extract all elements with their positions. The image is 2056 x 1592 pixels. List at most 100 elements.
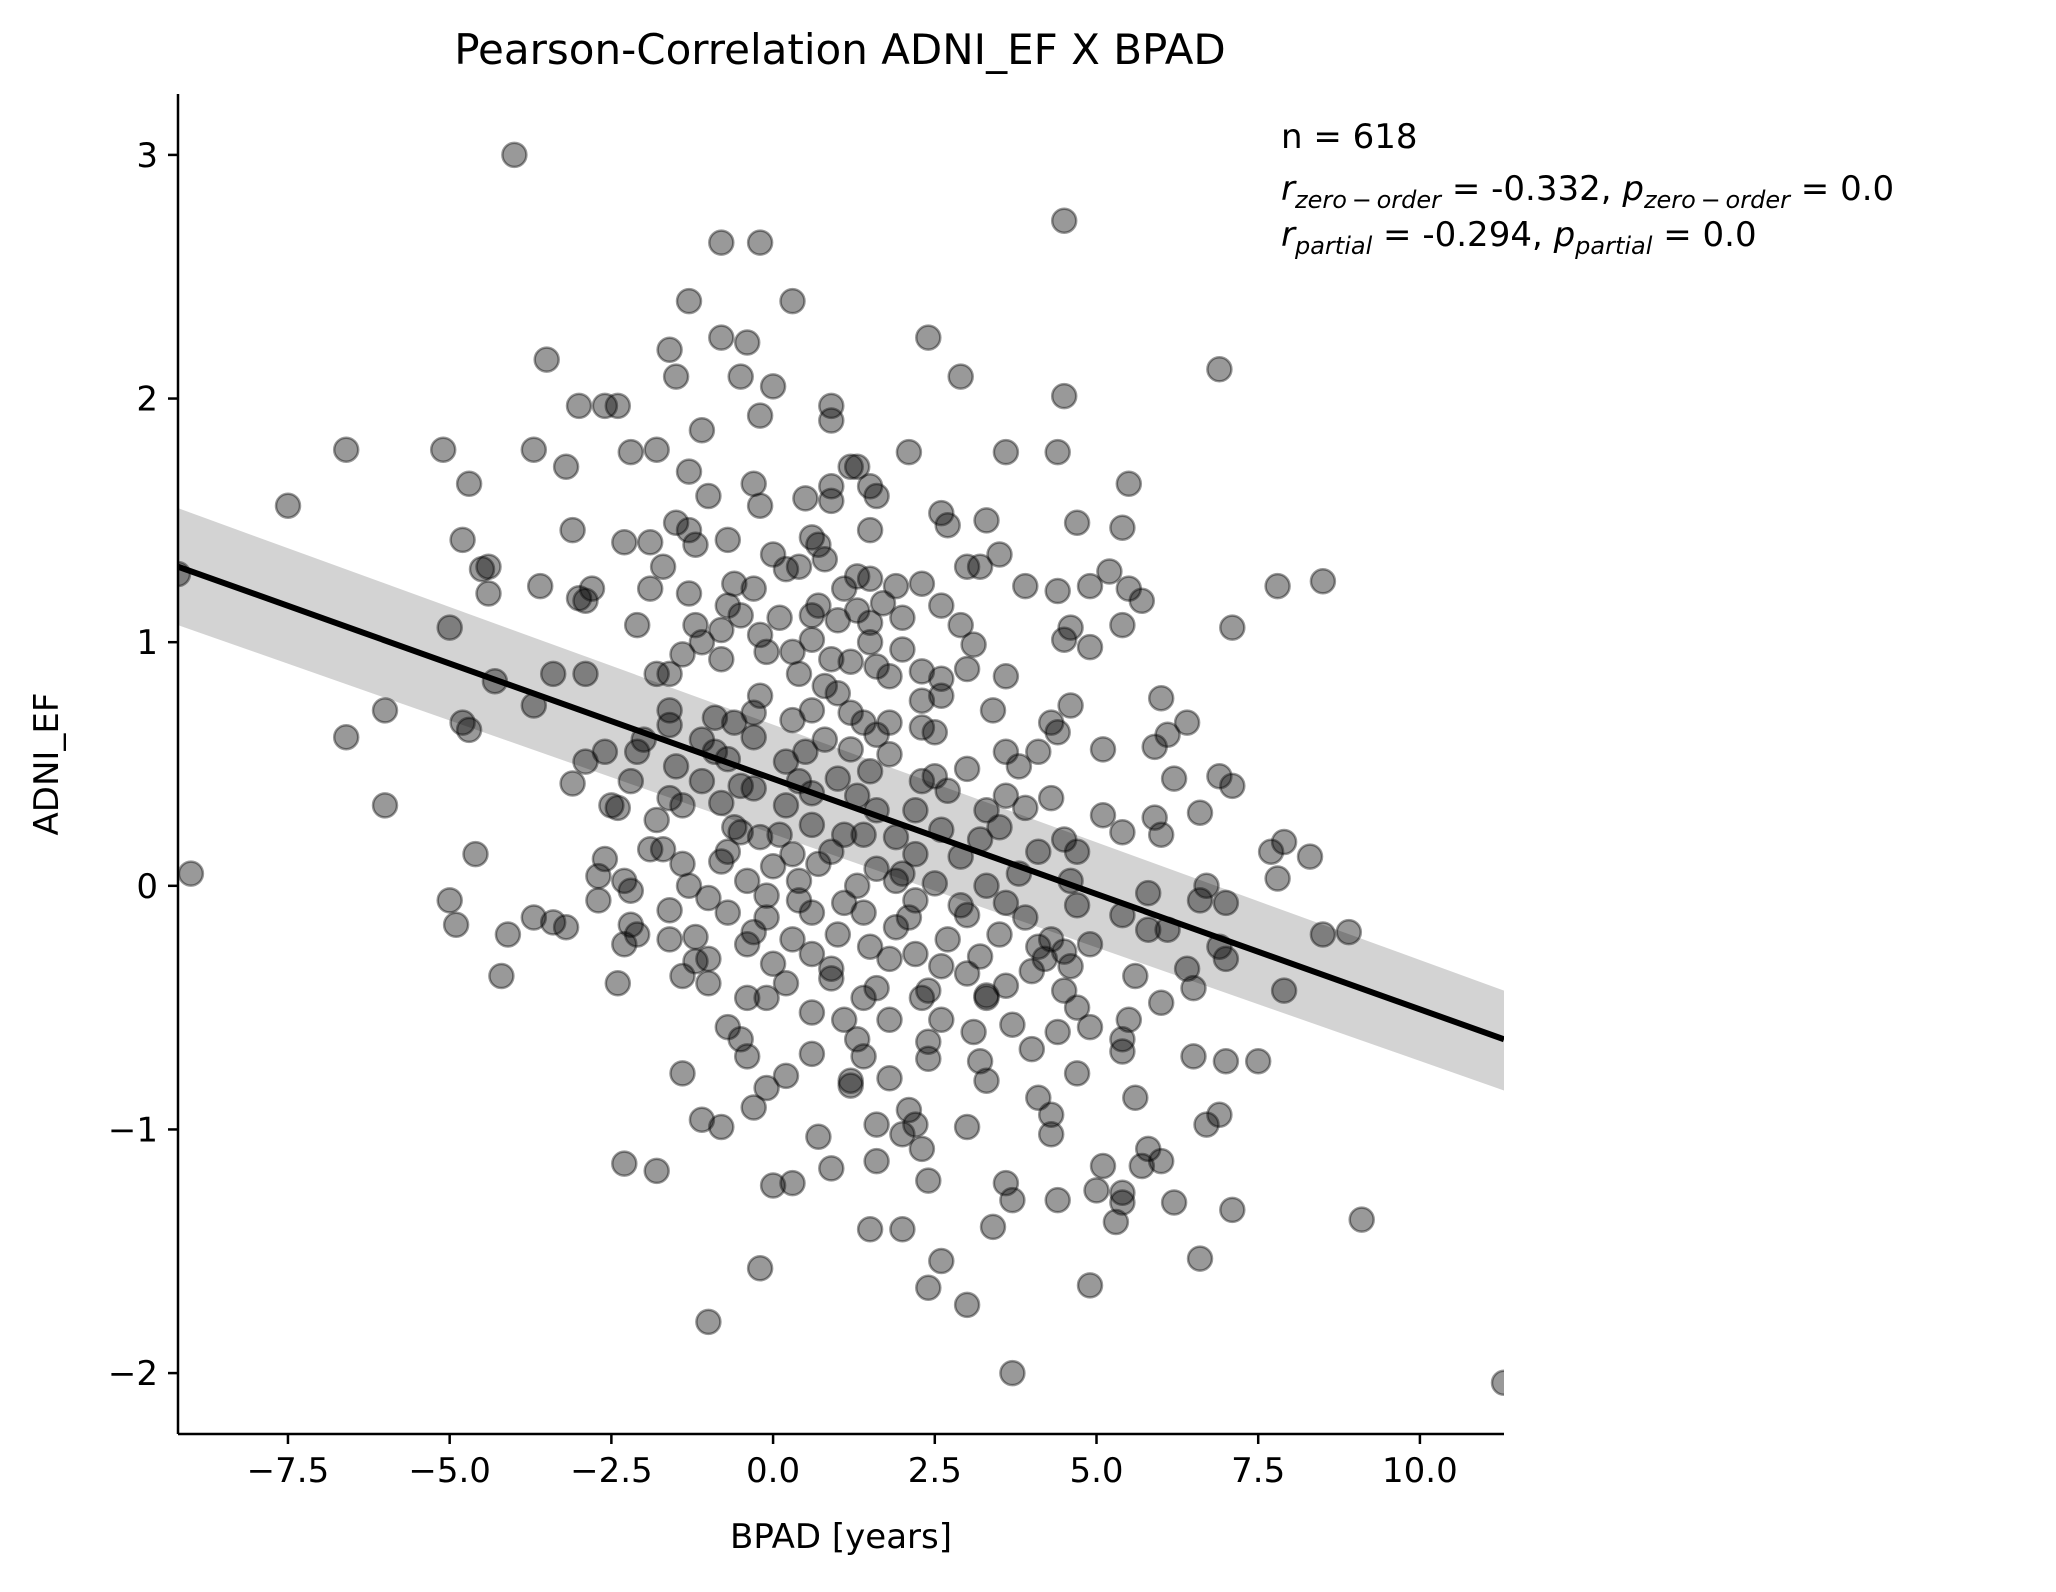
x-tick-label: 10.0 [1382,1451,1458,1491]
r-subscript: zero − order [1294,186,1443,214]
data-point [1147,989,1175,1017]
data-point [1180,974,1207,1002]
data-point [178,860,205,887]
data-point [856,758,884,785]
data-point [1134,1135,1162,1163]
data-point [953,901,981,929]
data-point [1005,753,1033,780]
data-point [953,1291,981,1319]
data-point [843,872,871,900]
data-point [488,962,515,990]
data-point [572,587,599,615]
data-point [824,680,852,707]
data-point [1018,1035,1046,1063]
data-point [863,1111,890,1138]
data-point [928,1247,955,1275]
data-point [442,911,470,939]
data-point [695,1308,722,1336]
data-point [992,438,1020,466]
data-point [1037,784,1065,812]
data-point [1180,1043,1207,1070]
data-point [915,324,942,351]
data-point [1018,957,1046,985]
data-point [1173,955,1201,982]
data-point [688,767,716,795]
data-point [798,1040,826,1068]
data-point [636,575,664,602]
data-point [727,1026,754,1053]
data-point [591,392,619,420]
data-point [811,726,839,753]
data-point [733,867,761,895]
data-point [889,1121,916,1148]
data-point [649,553,677,580]
data-point [1115,575,1143,602]
data-point [591,738,619,766]
data-point [889,604,916,632]
data-point [992,738,1020,766]
data-point [856,516,884,544]
data-point [1193,872,1220,900]
data-point [565,392,593,420]
data-point [695,970,722,997]
data-point [1154,721,1181,749]
data-point [999,1359,1026,1387]
y-tick-label: 3 [136,136,158,176]
stats-annotation: n = 618 rzero − order = -0.332, pzero − … [1281,117,1894,260]
data-point [662,509,690,537]
data-point [636,836,664,863]
data-point [740,470,767,498]
data-point [953,1113,981,1141]
data-point [1141,733,1168,761]
data-point [889,1216,916,1243]
data-point [1134,879,1162,907]
data-point [591,845,619,873]
data-point [1186,887,1214,914]
data-point [455,470,483,498]
data-point [856,933,884,960]
data-point [578,575,606,602]
data-point [475,580,502,607]
data-point [837,699,864,727]
data-point [1257,838,1285,865]
r-symbol: r [1281,169,1297,209]
data-point [1057,692,1084,719]
x-tick-label: 5.0 [1069,1451,1123,1491]
data-point [818,645,845,673]
data-point [714,526,742,554]
data-point [1044,1018,1071,1046]
data-point [1122,1084,1149,1112]
points-layer [178,141,1504,1397]
data-point [371,792,399,819]
data-point [772,748,800,775]
data-point [818,392,845,420]
data-point [895,904,923,931]
data-point [908,714,936,741]
data-point [1044,577,1071,605]
data-point [746,402,774,429]
data-point [1063,892,1091,919]
data-point [837,453,864,481]
data-point [1206,356,1233,383]
data-point [960,631,987,658]
data-point [436,887,463,914]
data-point [721,570,748,597]
data-point [779,1169,806,1197]
data-point [721,814,748,841]
data-point [779,840,806,868]
data-point [766,604,793,632]
data-point [746,682,774,710]
data-point [798,899,826,926]
data-point [1109,1189,1136,1216]
data-point [1212,1047,1240,1075]
data-point [953,655,981,683]
data-point [947,363,974,390]
data-point [818,407,845,434]
data-point [921,762,949,790]
data-point [623,921,651,948]
data-point [1335,918,1363,946]
data-point [727,363,754,390]
data-point [695,945,722,973]
r-value: = -0.332, [1441,169,1622,209]
data-point [617,438,645,466]
